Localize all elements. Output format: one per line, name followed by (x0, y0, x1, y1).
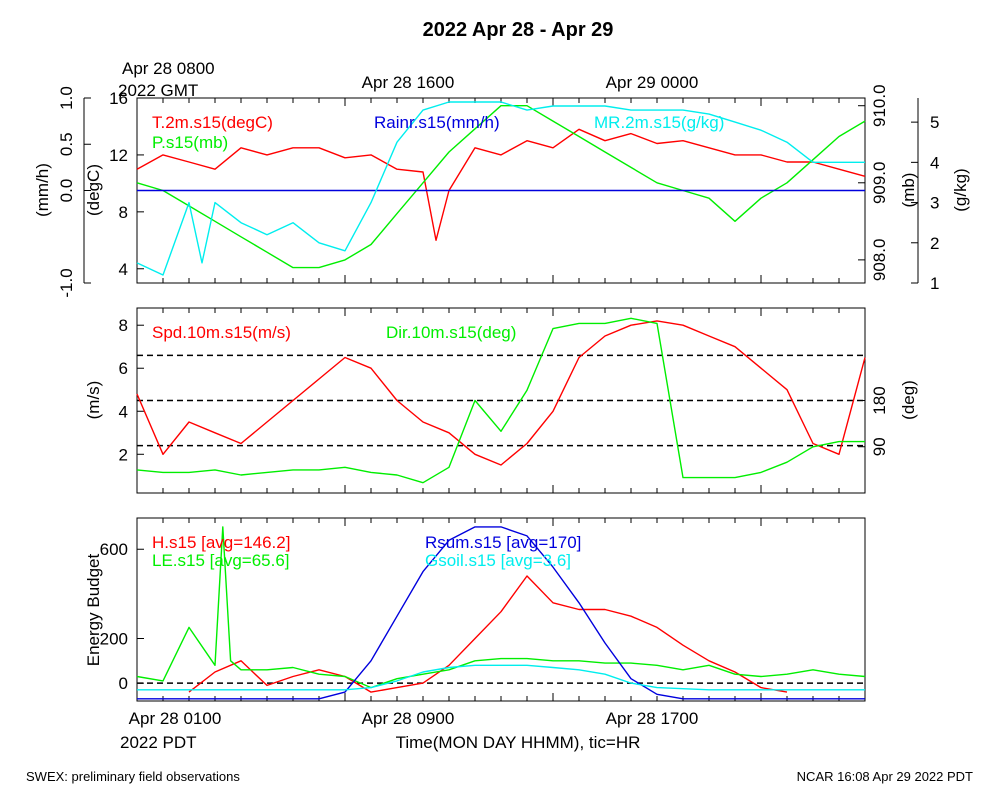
gmt-label-year: 2022 GMT (118, 81, 198, 100)
series-line-gsoil-s15-avg-3-6 (137, 664, 865, 691)
middle-axis-label-ms: (m/s) (84, 381, 103, 420)
series-line-p-s15-mb (136, 104, 866, 269)
chart-title: 2022 Apr 28 - Apr 29 (423, 19, 614, 41)
x-axis-title: Time(MON DAY HHMM), tic=HR (396, 733, 641, 752)
legend-pressure: P.s15(mb) (152, 133, 228, 152)
y-tick-label: 2 (119, 445, 128, 464)
series-line-mr-2m-s15-g-kg (136, 101, 865, 276)
y-tick-label: 5 (930, 113, 939, 132)
y-tick-label: 0.0 (57, 179, 76, 203)
legend-sensible-heat: H.s15 [avg=146.2] (152, 533, 290, 552)
y-tick-label: 8 (119, 316, 128, 335)
pdt-year-label: 2022 PDT (120, 733, 197, 752)
legend-wind-speed: Spd.10m.s15(m/s) (152, 323, 291, 342)
y-tick-label: 2 (930, 234, 939, 253)
top-axis-label-mb: (mb) (899, 173, 918, 208)
legend-mixing-ratio: MR.2m.s15(g/kg) (594, 113, 724, 132)
y-tick-label: 909.0 (870, 162, 889, 205)
y-tick-label: 4 (119, 260, 128, 279)
series-line-h-s15-avg-146-2 (188, 575, 788, 693)
y-tick-label: -1.0 (57, 268, 76, 297)
y-tick-label: 3 (930, 194, 939, 213)
y-tick-label: 90 (870, 437, 889, 456)
y-tick-label: 0 (119, 674, 128, 693)
series-line-dir-10m-s15-deg (136, 317, 865, 484)
legend-soil-heat: Gsoil.s15 [avg=3.6] (425, 551, 571, 570)
y-tick-label: 4 (930, 153, 939, 172)
legend-latent-heat: LE.s15 [avg=65.6] (152, 551, 290, 570)
y-tick-label: 0.5 (57, 132, 76, 156)
pdt-tick-label-2: Apr 28 0900 (362, 709, 455, 728)
gmt-tick-label-2: Apr 29 0000 (606, 73, 699, 92)
y-tick-label: 12 (109, 146, 128, 165)
y-tick-label: 16 (109, 89, 128, 108)
legend-radiation-sum: Rsum.s15 [avg=170] (425, 533, 581, 552)
y-tick-label: 910.0 (870, 84, 889, 127)
middle-axis-label-deg: (deg) (899, 380, 918, 420)
y-tick-label: 908.0 (870, 239, 889, 282)
gmt-tick-label-1: Apr 28 1600 (362, 73, 455, 92)
pdt-tick-label-3: Apr 28 1700 (606, 709, 699, 728)
y-tick-label: 8 (119, 203, 128, 222)
y-tick-label: 6 (119, 359, 128, 378)
y-tick-label: 4 (119, 402, 128, 421)
y-tick-label: 600 (100, 540, 128, 559)
series-line-t-2m-s15-degc (136, 128, 866, 242)
series-line-le-s15-avg-65-6 (136, 526, 866, 689)
top-axis-label-gkg: (g/kg) (951, 168, 970, 211)
footer-left-note: SWEX: preliminary field observations (26, 769, 240, 784)
footer-right-note: NCAR 16:08 Apr 29 2022 PDT (797, 769, 973, 784)
gmt-label-start: Apr 28 0800 (122, 59, 215, 78)
top-axis-label-degc: (degC) (84, 164, 103, 216)
y-tick-label: 180 (870, 386, 889, 414)
y-tick-label: 1.0 (57, 86, 76, 110)
legend-temperature: T.2m.s15(degC) (152, 113, 273, 132)
y-tick-label: 1 (930, 274, 939, 293)
y-tick-label: 200 (100, 630, 128, 649)
pdt-tick-label-1: Apr 28 0100 (129, 709, 222, 728)
series-line-spd-10m-s15-m-s (136, 320, 866, 466)
legend-wind-direction: Dir.10m.s15(deg) (386, 323, 516, 342)
series-line-rsum-s15-avg-170 (137, 526, 865, 700)
legend-rainrate: Rainr.s15(mm/h) (374, 113, 500, 132)
bottom-axis-label-energy: Energy Budget (84, 553, 103, 666)
top-axis-label-mmh: (mm/h) (33, 163, 52, 217)
